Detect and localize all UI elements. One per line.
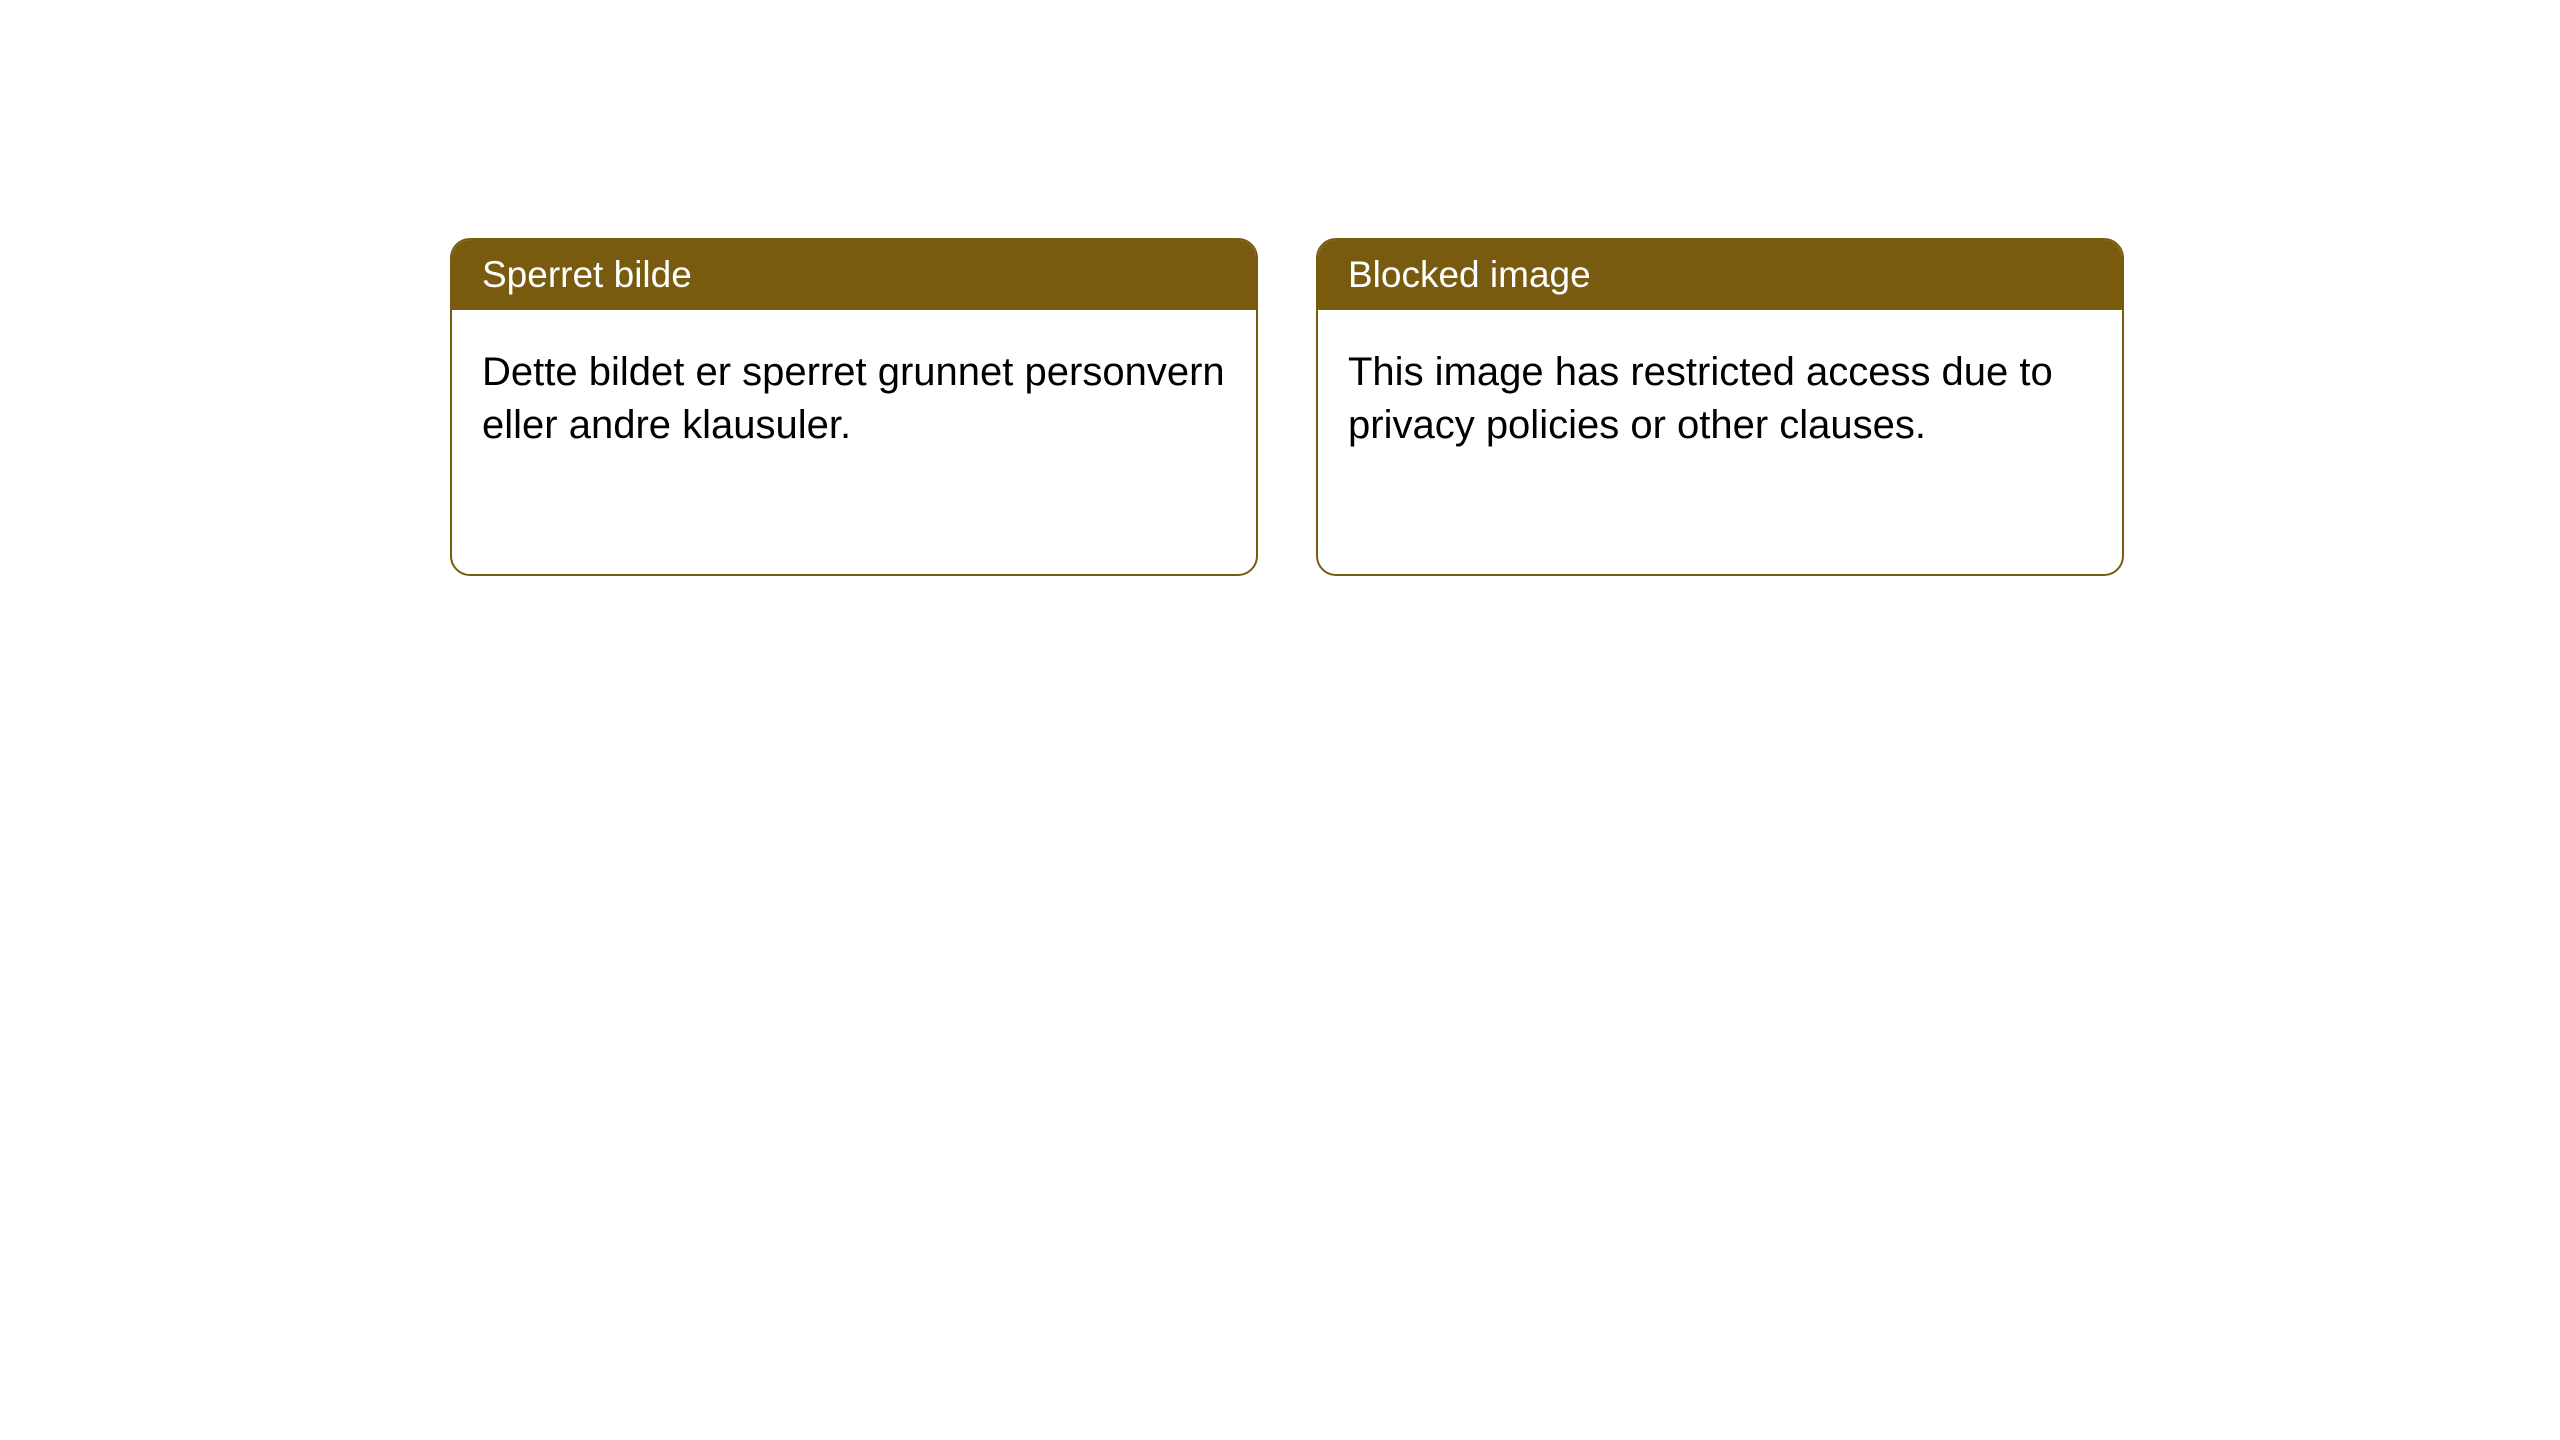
notice-body: Dette bildet er sperret grunnet personve… bbox=[452, 310, 1256, 488]
notice-header: Sperret bilde bbox=[452, 240, 1256, 310]
notice-body-text: Dette bildet er sperret grunnet personve… bbox=[482, 350, 1225, 447]
notice-title: Blocked image bbox=[1348, 254, 1591, 295]
notice-card-english: Blocked image This image has restricted … bbox=[1316, 238, 2124, 576]
notice-header: Blocked image bbox=[1318, 240, 2122, 310]
notice-body: This image has restricted access due to … bbox=[1318, 310, 2122, 488]
notice-body-text: This image has restricted access due to … bbox=[1348, 350, 2053, 447]
notice-container: Sperret bilde Dette bildet er sperret gr… bbox=[450, 238, 2124, 576]
notice-title: Sperret bilde bbox=[482, 254, 692, 295]
notice-card-norwegian: Sperret bilde Dette bildet er sperret gr… bbox=[450, 238, 1258, 576]
